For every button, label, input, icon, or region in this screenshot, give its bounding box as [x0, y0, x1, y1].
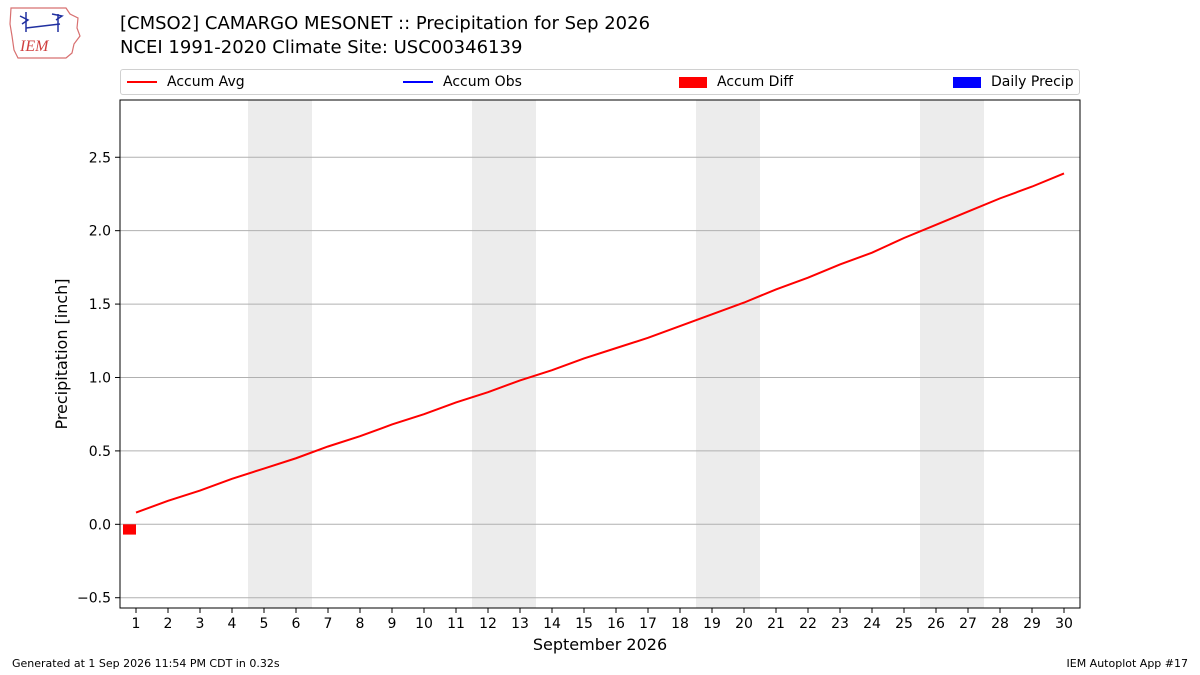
x-tick-label: 23 — [831, 616, 849, 632]
x-tick-label: 2 — [164, 616, 173, 632]
x-tick-label: 29 — [1023, 616, 1041, 632]
accum-diff-bar — [123, 524, 136, 535]
x-tick-label: 17 — [639, 616, 657, 632]
x-tick-label: 24 — [863, 616, 881, 632]
y-tick-label: 2.0 — [89, 224, 111, 240]
x-tick-label: 13 — [511, 616, 529, 632]
weekend-shade — [472, 100, 536, 608]
x-tick-label: 9 — [388, 616, 397, 632]
legend-item-daily-precip: Daily Precip — [953, 70, 1074, 94]
weekend-shade — [696, 100, 760, 608]
legend-label: Accum Obs — [443, 74, 522, 90]
legend-item-accum-avg: Accum Avg — [127, 70, 245, 94]
x-axis-label: September 2026 — [533, 635, 667, 654]
x-tick-label: 16 — [607, 616, 625, 632]
legend-label: Daily Precip — [991, 74, 1074, 90]
x-tick-label: 30 — [1055, 616, 1073, 632]
weekend-shade — [920, 100, 984, 608]
y-tick-label: 2.5 — [89, 150, 111, 166]
app-credit: IEM Autoplot App #17 — [1066, 657, 1189, 670]
y-tick-label: 1.5 — [89, 297, 111, 313]
x-tick-label: 8 — [356, 616, 365, 632]
y-tick-label: 0.5 — [89, 444, 111, 460]
x-tick-label: 14 — [543, 616, 561, 632]
chart-subtitle: NCEI 1991-2020 Climate Site: USC00346139 — [120, 37, 523, 58]
accum-avg-line — [135, 172, 1065, 514]
y-tick-label: −0.5 — [77, 591, 111, 607]
x-tick-label: 27 — [959, 616, 977, 632]
y-axis-label: Precipitation [inch] — [52, 278, 71, 429]
generated-timestamp: Generated at 1 Sep 2026 11:54 PM CDT in … — [12, 657, 280, 670]
x-tick-label: 18 — [671, 616, 689, 632]
x-tick-label: 28 — [991, 616, 1009, 632]
legend-swatch — [127, 81, 157, 83]
weekend-shade — [248, 100, 312, 608]
x-tick-label: 25 — [895, 616, 913, 632]
legend-label: Accum Diff — [717, 74, 794, 90]
legend-label: Accum Avg — [167, 74, 245, 90]
legend-item-accum-obs: Accum Obs — [403, 70, 522, 94]
x-tick-label: 15 — [575, 616, 593, 632]
x-tick-label: 10 — [415, 616, 433, 632]
iem-logo: IEM — [9, 7, 81, 59]
legend-swatch — [953, 76, 981, 88]
x-tick-label: 5 — [260, 616, 269, 632]
plot-frame — [119, 99, 1081, 609]
legend: Accum Avg Accum Obs Accum Diff Daily Pre… — [120, 69, 1080, 95]
x-tick-label: 11 — [447, 616, 465, 632]
x-tick-label: 4 — [228, 616, 237, 632]
x-tick-label: 20 — [735, 616, 753, 632]
y-tick-label: 1.0 — [89, 370, 111, 386]
x-tick-label: 12 — [479, 616, 497, 632]
y-tick-label: 0.0 — [89, 517, 111, 533]
x-tick-label: 19 — [703, 616, 721, 632]
x-tick-label: 7 — [324, 616, 333, 632]
x-tick-label: 21 — [767, 616, 785, 632]
x-tick-label: 22 — [799, 616, 817, 632]
legend-swatch — [679, 76, 707, 88]
x-tick-label: 1 — [132, 616, 141, 632]
x-tick-label: 26 — [927, 616, 945, 632]
legend-item-accum-diff: Accum Diff — [679, 70, 793, 94]
x-tick-label: 3 — [196, 616, 205, 632]
logo-text: IEM — [19, 38, 50, 55]
chart-title: [CMSO2] CAMARGO MESONET :: Precipitation… — [120, 13, 651, 34]
x-tick-label: 6 — [292, 616, 301, 632]
legend-swatch — [403, 81, 433, 83]
